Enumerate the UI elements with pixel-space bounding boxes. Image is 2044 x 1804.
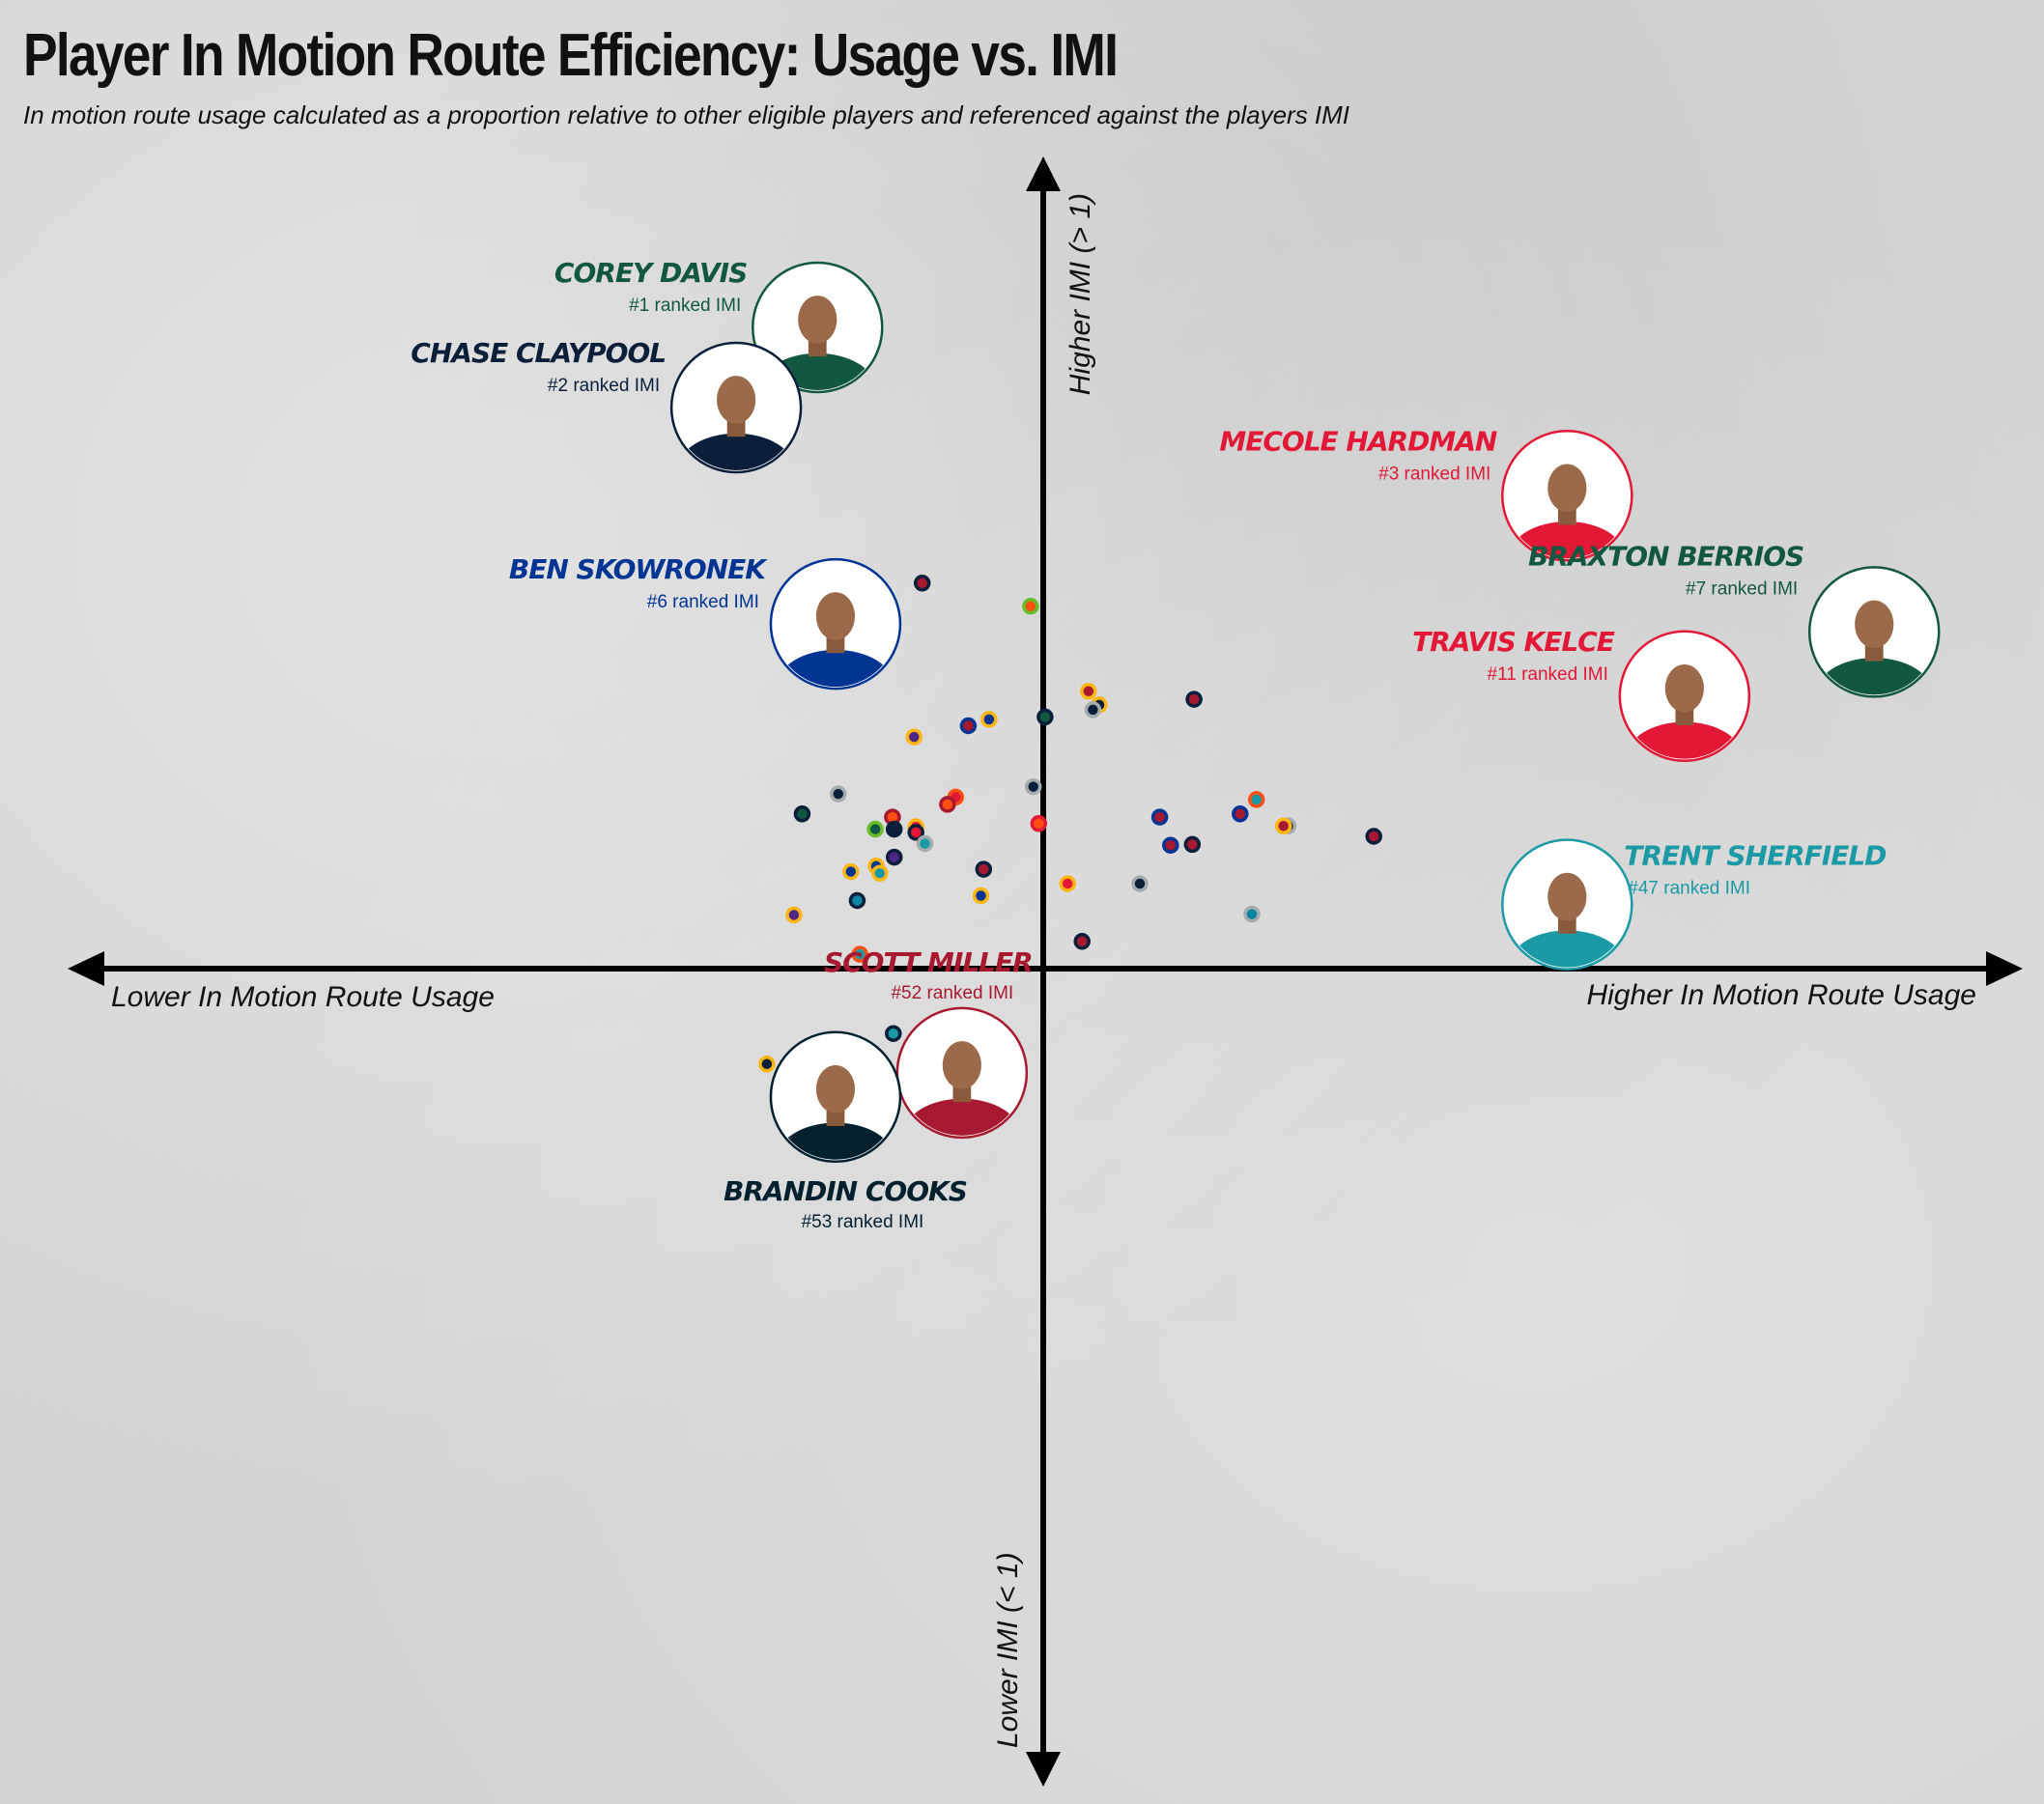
player-scott-miller: SCOTT MILLER #52 ranked IMI	[824, 946, 1034, 1140]
player-rank-label: #7 ranked IMI	[1686, 578, 1798, 599]
data-point-19	[1247, 791, 1265, 808]
player-braxton-berrios: BRAXTON BERRIOS #7 ranked IMI	[1528, 540, 1941, 698]
data-point-2	[1022, 598, 1039, 615]
player-name-label: CHASE CLAYPOOL	[411, 337, 666, 369]
player-rank-label: #47 ranked IMI	[1628, 879, 1750, 899]
player-name-label: SCOTT MILLER	[824, 946, 1033, 978]
data-point-4	[1080, 683, 1097, 700]
player-rank-label: #2 ranked IMI	[548, 376, 660, 396]
avatar-icon	[677, 376, 795, 470]
data-point-31	[1365, 828, 1382, 845]
data-point-35	[871, 864, 889, 882]
avatar-icon	[1815, 600, 1933, 695]
highlighted-players: COREY DAVIS #1 ranked IMI CHASE CLAYPOOL #2…	[411, 257, 1941, 1232]
player-travis-kelce: TRAVIS KELCE #11 ranked IMI	[1412, 626, 1751, 763]
axes	[68, 156, 2023, 1787]
player-brandin-cooks: BRANDIN COOKS #53 ranked IMI	[724, 1030, 968, 1232]
data-point-16	[793, 805, 811, 823]
data-point-25	[907, 824, 924, 841]
player-rank-label: #53 ranked IMI	[802, 1212, 924, 1232]
player-ben-skowronek: BEN SKOWRONEK #6 ranked IMI	[509, 553, 902, 691]
avatar-icon	[1626, 663, 1744, 759]
player-rank-label: #11 ranked IMI	[1488, 664, 1608, 685]
data-point-38	[1131, 875, 1149, 892]
data-point-39	[848, 891, 866, 910]
data-point-46	[758, 1056, 776, 1073]
player-trent-sherfield: TRENT SHERFIELD #47 ranked IMI	[1501, 838, 1888, 971]
data-point-1	[913, 575, 931, 592]
data-point-43	[1073, 933, 1091, 950]
y-axis-high-label: Higher IMI (> 1)	[1065, 193, 1096, 395]
data-point-11	[1036, 708, 1054, 726]
data-point-27	[885, 820, 903, 838]
y-axis-arrow-top	[1026, 156, 1061, 191]
y-axis-arrow-bottom	[1026, 1752, 1061, 1787]
data-point-26	[866, 820, 884, 838]
avatar-icon	[903, 1041, 1021, 1136]
player-rank-label: #1 ranked IMI	[629, 296, 741, 316]
data-point-21	[1150, 808, 1169, 826]
data-point-28	[916, 834, 934, 853]
player-rank-label: #3 ranked IMI	[1378, 464, 1490, 484]
data-point-40	[972, 887, 990, 905]
data-point-23	[1274, 817, 1292, 835]
avatar-icon	[777, 592, 894, 688]
x-axis-arrow-right	[1986, 951, 2023, 986]
data-point-36	[975, 860, 993, 878]
data-point-20	[1232, 805, 1249, 823]
data-point-30	[1183, 835, 1202, 854]
player-name-label: TRAVIS KELCE	[1412, 626, 1615, 658]
player-name-label: BRANDIN COOKS	[724, 1175, 967, 1207]
player-name-label: MECOLE HARDMAN	[1219, 425, 1496, 457]
player-corey-davis: COREY DAVIS #1 ranked IMI	[554, 257, 884, 394]
data-point-15	[939, 796, 956, 813]
x-axis-low-label: Lower In Motion Route Usage	[111, 981, 495, 1013]
data-point-37	[1059, 875, 1076, 892]
data-point-13	[830, 785, 847, 803]
data-point-45	[885, 1025, 902, 1042]
player-name-label: BRAXTON BERRIOS	[1528, 540, 1803, 572]
data-point-10	[905, 728, 923, 746]
chart-subtitle: In motion route usage calculated as a pr…	[23, 100, 1350, 129]
chart-title: Player In Motion Route Efficiency: Usage…	[23, 22, 1119, 89]
data-point-44	[851, 945, 868, 963]
player-name-label: TRENT SHERFIELD	[1624, 840, 1887, 872]
player-rank-label: #52 ranked IMI	[891, 983, 1013, 1003]
x-axis-arrow-left	[68, 951, 104, 986]
avatar-icon	[1509, 464, 1626, 559]
player-mecole-hardman: MECOLE HARDMAN #3 ranked IMI	[1219, 425, 1633, 562]
avatar-icon	[1509, 872, 1626, 968]
data-point-7	[1185, 691, 1203, 708]
player-name-label: COREY DAVIS	[554, 257, 747, 289]
data-point-41	[785, 906, 803, 924]
data-point-32	[885, 848, 903, 866]
y-axis-low-label: Lower IMI (< 1)	[992, 1552, 1024, 1748]
data-point-29	[1162, 836, 1179, 854]
player-rank-label: #6 ranked IMI	[647, 592, 759, 612]
player-name-label: BEN SKOWRONEK	[509, 553, 768, 585]
data-point-9	[980, 711, 998, 728]
data-point-6	[1084, 701, 1102, 719]
data-point-18	[1030, 815, 1048, 832]
data-point-42	[1243, 905, 1261, 923]
avatar-icon	[777, 1064, 894, 1160]
data-point-34	[842, 862, 860, 881]
x-axis-high-label: Higher In Motion Route Usage	[1586, 979, 1976, 1011]
data-point-8	[959, 717, 978, 735]
player-chase-claypool: CHASE CLAYPOOL #2 ranked IMI	[411, 337, 803, 474]
data-point-12	[1024, 777, 1042, 796]
